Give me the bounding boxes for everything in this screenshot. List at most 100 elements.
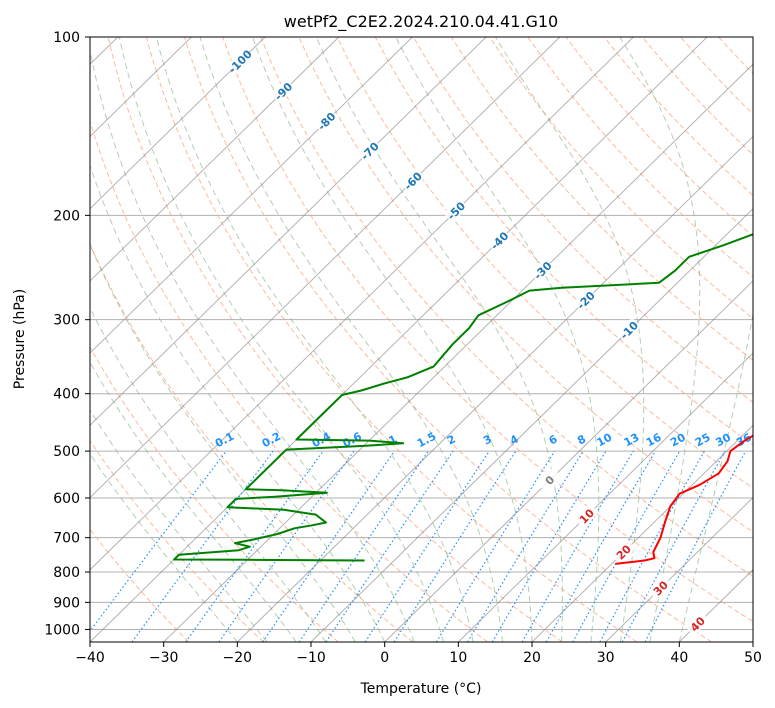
isotherm-label-bg	[529, 257, 555, 283]
chart-title: wetPf2_C2E2.2024.210.04.41.G10	[284, 12, 558, 32]
y-tick-label: 100	[53, 30, 80, 46]
dry-adiabat	[374, 37, 753, 446]
mixing-ratio-label: 13	[622, 431, 642, 450]
y-tick-label: 900	[53, 595, 80, 611]
mixing-ratio-label: 3	[481, 432, 494, 447]
mixing-ratio-label: 25	[693, 431, 713, 450]
dry-adiabat	[90, 345, 339, 642]
mixing-ratio-line	[262, 450, 395, 642]
x-tick-label: 0	[380, 650, 389, 666]
isotherm	[90, 37, 266, 210]
x-tick-label: 20	[523, 650, 541, 666]
mixing-ratio-label: 1.5	[415, 430, 438, 451]
x-tick-label: −10	[296, 650, 326, 666]
mixing-ratio-line	[521, 450, 634, 642]
mixing-ratio-label: 0.1	[213, 430, 236, 451]
mixing-ratio-line	[545, 450, 656, 642]
mixing-ratio-label: 8	[575, 432, 588, 447]
isotherm-label-bg	[536, 467, 562, 493]
dry-adiabat	[145, 37, 638, 642]
isotherm-label-bg	[270, 78, 296, 104]
isotherm	[90, 37, 192, 138]
y-tick-label: 1000	[44, 622, 80, 638]
moist-adiabat	[619, 37, 701, 642]
isotherm-label-bg	[357, 138, 382, 164]
mixing-ratio-label: 0.2	[260, 430, 283, 451]
isotherm	[90, 37, 561, 499]
mixing-ratio-line	[325, 450, 454, 642]
mixing-ratio-line	[621, 450, 726, 642]
mixing-ratio-line	[218, 450, 355, 642]
dry-adiabat	[90, 439, 264, 642]
moist-adiabat	[90, 452, 238, 642]
moist-adiabat	[315, 37, 563, 642]
dry-adiabat	[90, 119, 488, 642]
x-tick-label: 30	[597, 650, 615, 666]
mixing-ratio-label: 6	[547, 432, 560, 447]
mixing-ratio-line	[466, 450, 584, 642]
x-axis: −40 −30 −20 −10 0 10 20 30 40 50	[75, 642, 762, 666]
moist-adiabat	[199, 37, 503, 642]
dry-adiabat	[757, 37, 775, 642]
isotherm	[457, 352, 753, 642]
x-tick-label: 10	[449, 650, 467, 666]
isotherm	[605, 496, 753, 642]
isotherm-label-bg	[313, 108, 339, 134]
moist-adiabat	[90, 306, 327, 642]
mixing-ratio-label: 10	[595, 431, 615, 450]
mixing-ratio-label: 16	[644, 431, 664, 450]
moist-adiabat	[395, 37, 600, 642]
mixing-ratio-label: 2	[445, 432, 458, 447]
isotherm-label-bg	[573, 287, 598, 313]
isotherm-label-bg	[443, 198, 469, 223]
dry-adiabat	[451, 37, 753, 361]
mixing-ratio-label: 1	[386, 432, 399, 447]
isotherm	[90, 37, 340, 282]
mixing-ratio-line	[131, 450, 274, 642]
mixing-ratio-line	[644, 450, 747, 642]
profiles	[173, 233, 753, 565]
isotherm-label-bg	[647, 575, 673, 601]
isotherm	[752, 641, 753, 642]
mixing-ratio-label: 20	[668, 431, 688, 450]
y-tick-label: 300	[53, 313, 80, 329]
dry-adiabat	[298, 37, 753, 533]
mixing-ratio-line	[298, 450, 429, 642]
isotherm	[90, 37, 413, 354]
isotherm-label-bg	[610, 539, 636, 565]
mixing-ratio-line	[393, 450, 517, 642]
dry-adiabat	[680, 37, 753, 115]
isotherm	[90, 37, 634, 571]
isotherm-label-bg	[573, 503, 599, 529]
y-tick-label: 800	[53, 565, 80, 581]
moist-adiabat	[90, 409, 268, 642]
isotherm-label-bg	[400, 168, 425, 193]
x-tick-label: 50	[744, 650, 762, 666]
x-tick-label: 40	[670, 650, 688, 666]
mixing-ratio-line	[599, 450, 705, 642]
y-tick-label: 700	[53, 531, 80, 547]
moist-adiabat	[155, 37, 474, 642]
mixing-ratio-line	[90, 450, 227, 633]
y-tick-label: 200	[53, 208, 80, 224]
isotherm-label-bg	[684, 611, 710, 637]
temperature-profile	[615, 434, 753, 565]
mixing-ratio-labels: 0.1 0.2 0.4 0.6 1 1.5 2 3 4 6 8 10 13 16 20 25 30 36	[213, 430, 753, 451]
dry-adiabat	[527, 37, 753, 278]
mixing-ratio-label: 30	[713, 431, 733, 450]
isotherm-label-bg	[616, 317, 642, 343]
isotherm	[236, 135, 753, 642]
mixing-ratio-label: 4	[508, 432, 521, 447]
y-tick-label: 400	[53, 387, 80, 403]
y-axis: 100 200 300 400 500 600 700 800 900 1000	[44, 30, 90, 638]
dry-adiabat	[336, 37, 753, 489]
dry-adiabat	[90, 528, 190, 642]
y-tick-label: 600	[53, 491, 80, 507]
dry-adiabat	[260, 37, 753, 577]
moist-adiabat	[678, 37, 753, 642]
isotherm-label-bg	[227, 48, 253, 74]
moist-adiabat	[495, 37, 645, 642]
moist-adiabat	[90, 243, 356, 642]
